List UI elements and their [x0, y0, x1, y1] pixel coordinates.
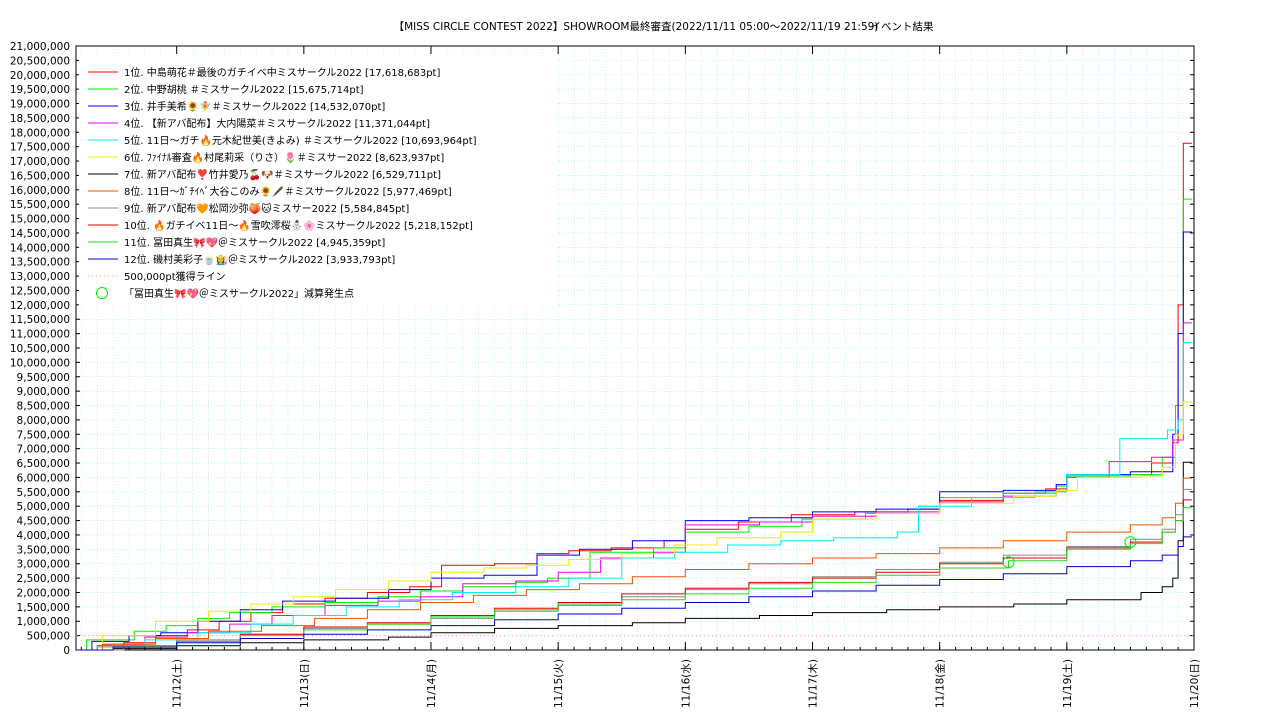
y-tick-label: 20,000,000	[10, 70, 70, 82]
y-tick-label: 2,500,000	[17, 573, 70, 585]
y-tick-label: 15,000,000	[10, 214, 70, 226]
y-tick-label: 0	[63, 645, 70, 657]
x-tick-label: 11/19(土)	[1061, 659, 1074, 708]
series-group	[76, 142, 1192, 651]
y-tick-label: 9,000,000	[17, 386, 70, 398]
legend-label: 5位. 11日～ガチ🔥元木紀世美(きよみ) ＃ミスサークル2022 [10,69…	[124, 134, 477, 147]
series-line-8	[76, 477, 1192, 651]
y-tick-label: 14,000,000	[10, 242, 70, 254]
x-axis: 11/12(土) 11/13(日) 11/14(月) 11/15(火) 11/16(水)…	[171, 46, 1201, 708]
legend-label: 4位. 【新アバ配布】大内陽菜＃ミスサークル2022 [11,371,044pt…	[124, 117, 430, 130]
marker-point	[1124, 536, 1137, 549]
y-tick-label: 7,000,000	[17, 444, 70, 456]
x-tick-label: 11/18(金)	[934, 659, 947, 708]
y-tick-label: 16,500,000	[10, 170, 70, 182]
x-tick-label: 11/20(日)	[1189, 659, 1201, 708]
y-tick-label: 18,000,000	[10, 127, 70, 139]
y-tick-label: 15,500,000	[10, 199, 70, 211]
x-tick-label: 11/17(木)	[808, 659, 820, 708]
legend-swatch	[96, 287, 108, 299]
y-tick-label: 4,500,000	[17, 516, 70, 528]
legend-label: 12位. 磯村美彩子🍵👩‍🌾＠ミスサークル2022 [3,933,793pt]	[124, 253, 395, 266]
x-tick-label: 11/14(月)	[426, 659, 438, 708]
y-tick-label: 7,500,000	[17, 429, 70, 441]
y-tick-label: 20,500,000	[10, 55, 70, 67]
y-tick-label: 1,000,000	[17, 616, 70, 628]
y-tick-label: 14,500,000	[10, 228, 70, 240]
legend: 1位. 中島萌花＃最後のガチイベ中ミスサークル2022 [17,618,683p…	[79, 58, 557, 306]
x-tick-label: 11/12(土)	[171, 659, 184, 708]
series-line-4	[76, 322, 1192, 651]
y-tick-label: 18,500,000	[10, 113, 70, 125]
y-tick-label: 19,000,000	[10, 99, 70, 111]
series-line-6	[76, 401, 1192, 651]
x-tick-label: 11/16(水)	[680, 659, 692, 708]
y-tick-label: 16,000,000	[10, 185, 70, 197]
y-tick-label: 17,500,000	[10, 142, 70, 154]
y-tick-label: 13,000,000	[10, 271, 70, 283]
y-tick-label: 2,000,000	[17, 587, 70, 599]
legend-label: 9位. 新アバ配布🧡松岡沙弥🍑🐱ミスサー2022 [5,584,845pt]	[124, 202, 409, 215]
marker-point	[1002, 556, 1015, 569]
y-tick-label: 6,500,000	[17, 458, 70, 470]
y-tick-label: 500,000	[27, 631, 70, 643]
y-tick-label: 12,000,000	[10, 300, 70, 312]
y-tick-label: 10,000,000	[10, 357, 70, 369]
series-line-7	[76, 461, 1192, 651]
y-tick-label: 9,500,000	[17, 372, 70, 384]
y-tick-label: 21,000,000	[10, 41, 70, 53]
y-tick-label: 3,000,000	[17, 559, 70, 571]
legend-label: 11位. 冨田真生🎀💖＠ミスサークル2022 [4,945,359pt]	[124, 236, 385, 249]
legend-label: 8位. 11日～ｶﾞﾁｲﾍﾞ大谷このみ🌻🖋️＃ミスサークル2022 [5,977…	[124, 185, 452, 198]
x-tick-label: 11/13(日)	[299, 659, 311, 708]
legend-label: 7位. 新アバ配布❣️竹井愛乃🍒🐶＃ミスサークル2022 [6,529,711p…	[124, 168, 441, 181]
y-tick-label: 11,500,000	[10, 314, 70, 326]
x-tick-label: 11/15(火)	[553, 659, 565, 708]
y-tick-label: 17,000,000	[10, 156, 70, 168]
y-tick-label: 5,000,000	[17, 501, 70, 513]
legend-box	[79, 58, 557, 306]
y-tick-label: 4,000,000	[17, 530, 70, 542]
legend-label: 2位. 中野胡桃 ＃ミスサークル2022 [15,675,714pt]	[124, 83, 364, 96]
legend-label: 500,000pt獲得ライン	[124, 270, 226, 283]
y-tick-label: 1,500,000	[17, 602, 70, 614]
series-line-9	[76, 488, 1192, 651]
y-tick-label: 12,500,000	[10, 285, 70, 297]
legend-label: 3位. 井手美希🌻🧚＃ミスサークル2022 [14,532,070pt]	[124, 100, 385, 113]
y-tick-label: 10,500,000	[10, 343, 70, 355]
legend-label: 「冨田真生🎀💖＠ミスサークル2022」減算発生点	[124, 287, 354, 300]
y-tick-label: 13,500,000	[10, 257, 70, 269]
legend-label: 1位. 中島萌花＃最後のガチイベ中ミスサークル2022 [17,618,683p…	[124, 66, 440, 79]
y-tick-label: 11,000,000	[10, 329, 70, 341]
y-tick-label: 8,500,000	[17, 401, 70, 413]
legend-label: 10位. 🔥ガチイベ11日～🔥雪吹澪桜⛄🌸ミスサークル2022 [5,218,1…	[124, 219, 473, 232]
y-axis: 0 500,000 1,000,000 1,500,000 2,000,000 2,500…	[10, 41, 1194, 657]
legend-label: 6位. ﾌｧｲﾅﾙ審査🔥村尾莉采（りさ）🌷＃ミスサー2022 [8,623,93…	[124, 151, 444, 164]
chart-title: 【MISS CIRCLE CONTEST 2022】SHOWROOM最終審査(2…	[394, 20, 879, 33]
series-line-11	[76, 507, 1192, 651]
marker-group	[1002, 536, 1137, 569]
y-tick-label: 5,500,000	[17, 487, 70, 499]
y-tick-label: 3,500,000	[17, 544, 70, 556]
series-line-12	[76, 536, 1192, 651]
y-tick-label: 8,000,000	[17, 415, 70, 427]
series-line-10	[76, 499, 1192, 651]
series-line-5	[76, 341, 1192, 651]
y-tick-label: 19,500,000	[10, 84, 70, 96]
chart-subtitle: イベント結果	[871, 20, 934, 33]
y-tick-label: 6,000,000	[17, 472, 70, 484]
